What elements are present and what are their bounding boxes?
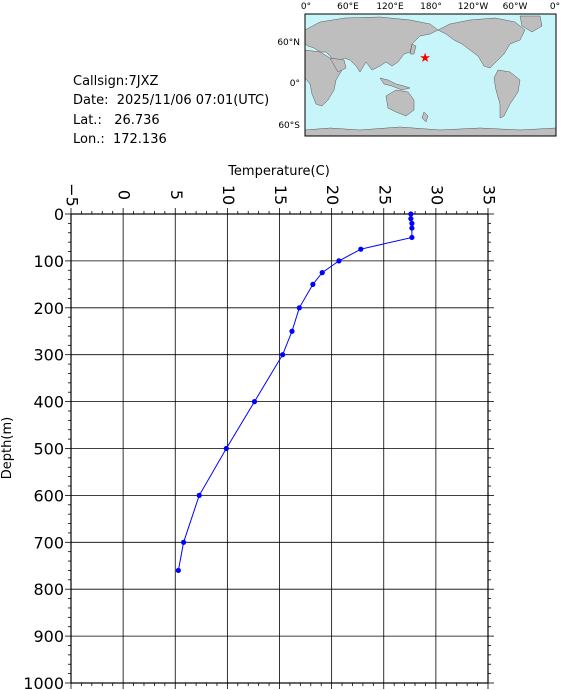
land-north-america <box>437 17 526 69</box>
x-tick-label: 30 <box>427 185 446 205</box>
x-tick-label: 20 <box>323 185 342 205</box>
land-japan <box>409 43 417 55</box>
latitude-text: Lat.: 26.736 <box>73 112 160 128</box>
map-lon-label-5: 60°W <box>503 2 528 12</box>
y-tick-label: 700 <box>33 533 64 552</box>
data-point <box>280 352 286 358</box>
land-south-america <box>493 69 521 119</box>
data-point <box>319 270 325 276</box>
y-tick-label: 400 <box>33 393 64 412</box>
x-tick-label: 35 <box>480 185 499 205</box>
y-tick-label: 1000 <box>23 674 64 690</box>
data-point <box>251 399 258 405</box>
data-point <box>196 492 202 498</box>
map-lon-label-0: 0° <box>301 2 311 12</box>
data-point <box>409 220 415 226</box>
data-point <box>358 246 364 252</box>
map-frame <box>304 13 557 137</box>
y-tick-label: 100 <box>33 252 64 271</box>
land-greenland <box>519 15 543 33</box>
data-point <box>310 281 316 287</box>
x-axis-title: Temperature(C) <box>227 164 330 179</box>
series-line <box>177 214 413 571</box>
cast-info: Callsign:7JXZ Date: 2025/11/06 07:01(UTC… <box>73 72 269 149</box>
y-tick-label: 600 <box>33 486 64 505</box>
data-point <box>296 305 302 311</box>
chart-grid <box>70 213 489 684</box>
x-tick-label: 0 <box>115 190 134 200</box>
data-point <box>408 216 414 222</box>
plot-frame <box>70 213 489 684</box>
y-tick-labels: 0 100 200 300 400 500 600 700 800 900 1000 <box>23 205 64 690</box>
y-tick-label: 0 <box>54 205 64 224</box>
data-point <box>180 539 187 545</box>
land-indonesia <box>379 77 411 91</box>
axis-ticks <box>65 208 494 689</box>
map-lon-label-1: 60°E <box>337 2 359 12</box>
data-point <box>409 234 415 241</box>
x-tick-label: 25 <box>375 185 394 205</box>
x-tick-label: −5 <box>63 183 82 207</box>
land-eurasia <box>304 16 439 73</box>
map-lon-label-3: 180° <box>420 2 442 12</box>
data-point <box>289 328 295 334</box>
location-map: 0° 60°E 120°E 180° 120°W 60°W 0° 60°N 0°… <box>277 2 560 137</box>
map-lon-label-4: 120°W <box>458 2 489 12</box>
callsign-text: Callsign:7JXZ <box>73 74 159 89</box>
data-point <box>175 567 181 574</box>
map-lon-label-2: 120°E <box>376 2 404 12</box>
map-lat-label-1: 0° <box>290 79 300 89</box>
x-tick-label: 10 <box>219 185 238 205</box>
x-tick-label: 5 <box>167 190 186 200</box>
data-series <box>175 211 415 574</box>
x-tick-label: 15 <box>271 185 290 205</box>
map-landmasses <box>304 15 557 137</box>
land-new-zealand <box>421 111 429 123</box>
y-axis-title: Depth(m) <box>0 417 15 479</box>
y-tick-label: 900 <box>33 627 64 646</box>
data-point <box>223 445 229 452</box>
y-tick-label: 200 <box>33 299 64 318</box>
land-arabia <box>329 57 347 73</box>
map-lat-label-0: 60°N <box>277 38 300 48</box>
y-tick-label: 500 <box>33 440 64 459</box>
data-point <box>336 258 342 264</box>
y-tick-label: 800 <box>33 580 64 599</box>
x-tick-labels: −5 0 5 10 15 20 25 30 35 <box>63 183 499 207</box>
map-lat-label-2: 60°S <box>278 121 300 131</box>
y-tick-label: 300 <box>33 346 64 365</box>
date-text: Date: 2025/11/06 07:01(UTC) <box>73 93 270 109</box>
land-australia <box>385 89 415 117</box>
longitude-text: Lon.: 172.136 <box>73 131 167 147</box>
map-location-marker: ★ <box>419 51 431 66</box>
data-point <box>408 211 414 217</box>
map-lon-label-6: 0° <box>550 2 560 12</box>
data-point <box>409 225 415 231</box>
